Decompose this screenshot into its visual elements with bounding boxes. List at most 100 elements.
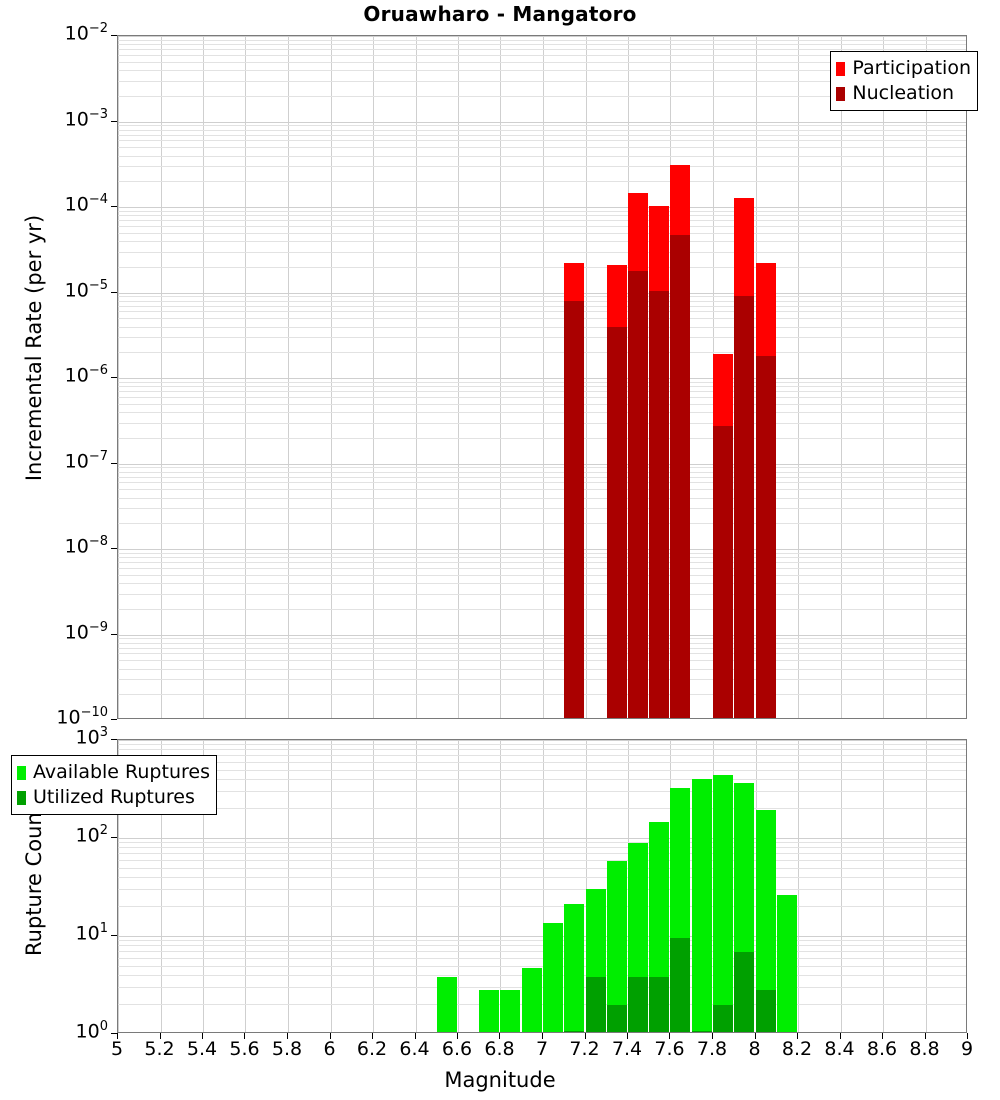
- bar-nucleation: [670, 235, 690, 718]
- x-tick-mark: [160, 1033, 161, 1039]
- x-tick-label: 8.4: [824, 1038, 855, 1060]
- grid-line-vertical: [118, 740, 119, 1032]
- grid-line-horizontal-minor: [118, 404, 966, 405]
- grid-line-horizontal-minor: [118, 467, 966, 468]
- grid-line-vertical: [288, 740, 289, 1032]
- x-tick-label: 6.4: [399, 1038, 430, 1060]
- legend-item-available-ruptures: Available Ruptures: [17, 760, 210, 785]
- grid-line-horizontal-minor: [118, 853, 966, 854]
- y-tick-label: 103: [75, 725, 108, 749]
- grid-line-horizontal-minor: [118, 791, 966, 792]
- grid-line-horizontal-minor: [118, 382, 966, 383]
- grid-line-vertical: [841, 36, 842, 718]
- y-tick-mark: [111, 548, 117, 549]
- grid-line-horizontal-minor: [118, 412, 966, 413]
- grid-line-horizontal-minor: [118, 477, 966, 478]
- y-tick-label: 10−10: [56, 705, 108, 729]
- grid-line-horizontal-minor: [118, 482, 966, 483]
- x-tick-mark: [925, 1033, 926, 1039]
- bar-utilized-ruptures: [756, 990, 776, 1032]
- grid-line-vertical: [331, 740, 332, 1032]
- available-ruptures-color-swatch: [17, 765, 26, 780]
- grid-line-vertical: [500, 740, 501, 1032]
- grid-line-vertical: [458, 36, 459, 718]
- bar-utilized-ruptures: [713, 1005, 733, 1032]
- y-tick-mark: [111, 292, 117, 293]
- grid-line-vertical: [586, 36, 587, 718]
- grid-line-horizontal-minor: [118, 779, 966, 780]
- grid-line-horizontal-minor: [118, 877, 966, 878]
- x-tick-mark: [415, 1033, 416, 1039]
- grid-line-horizontal-minor: [118, 81, 966, 82]
- bar-nucleation: [649, 291, 669, 718]
- grid-line-horizontal-minor: [118, 575, 966, 576]
- x-tick-label: 6.6: [441, 1038, 473, 1060]
- grid-line-horizontal-minor: [118, 156, 966, 157]
- grid-line-horizontal-minor: [118, 762, 966, 763]
- grid-line-horizontal-minor: [118, 945, 966, 946]
- grid-line-horizontal: [118, 207, 966, 208]
- grid-line-vertical: [161, 36, 162, 718]
- grid-line-horizontal-minor: [118, 306, 966, 307]
- x-tick-mark: [457, 1033, 458, 1039]
- y-tick-mark: [111, 35, 117, 36]
- y-tick-mark: [111, 935, 117, 936]
- grid-line-horizontal-minor: [118, 755, 966, 756]
- grid-line-horizontal-minor: [118, 70, 966, 71]
- top-plot-area: [117, 35, 967, 719]
- bar-utilized-ruptures: [734, 952, 754, 1032]
- grid-line-vertical: [798, 36, 799, 718]
- grid-line-horizontal-minor: [118, 594, 966, 595]
- grid-line-horizontal-minor: [118, 842, 966, 843]
- bar-available-ruptures: [756, 810, 776, 1032]
- grid-line-horizontal: [118, 293, 966, 294]
- grid-line-horizontal-minor: [118, 508, 966, 509]
- grid-line-horizontal-minor: [118, 62, 966, 63]
- grid-line-horizontal-minor: [118, 889, 966, 890]
- grid-line-horizontal: [118, 122, 966, 123]
- grid-line-horizontal: [118, 740, 966, 741]
- x-tick-mark: [669, 1033, 670, 1039]
- grid-line-horizontal: [118, 36, 966, 37]
- grid-line-horizontal-minor: [118, 660, 966, 661]
- y-tick-label: 102: [75, 823, 108, 847]
- grid-line-horizontal-minor: [118, 609, 966, 610]
- grid-line-horizontal-minor: [118, 140, 966, 141]
- y-tick-mark: [111, 719, 117, 720]
- grid-line-horizontal-minor: [118, 860, 966, 861]
- grid-line-horizontal-minor: [118, 868, 966, 869]
- legend-label-participation: Participation: [852, 57, 971, 79]
- x-tick-label: 5.8: [271, 1038, 303, 1060]
- grid-line-horizontal-minor: [118, 694, 966, 695]
- grid-line-horizontal-minor: [118, 220, 966, 221]
- x-tick-label: 7.4: [611, 1038, 643, 1060]
- grid-line-vertical: [416, 36, 417, 718]
- bar-available-ruptures: [437, 977, 457, 1032]
- bar-utilized-ruptures: [564, 1031, 584, 1032]
- grid-line-horizontal-minor: [118, 638, 966, 639]
- x-axis-label: Magnitude: [444, 1068, 556, 1092]
- grid-line-horizontal-minor: [118, 648, 966, 649]
- grid-line-horizontal-minor: [118, 352, 966, 353]
- x-tick-label: 8.2: [781, 1038, 813, 1060]
- x-tick-mark: [499, 1033, 500, 1039]
- grid-line-horizontal-minor: [118, 966, 966, 967]
- bar-available-ruptures: [713, 775, 733, 1032]
- bar-nucleation: [713, 426, 733, 718]
- grid-line-horizontal-minor: [118, 1004, 966, 1005]
- grid-line-horizontal-minor: [118, 215, 966, 216]
- y-tick-mark: [111, 377, 117, 378]
- y-tick-mark: [111, 837, 117, 838]
- bottom-legend: Available Ruptures Utilized Ruptures: [11, 755, 217, 815]
- y-tick-label: 10−5: [64, 277, 108, 301]
- bar-available-ruptures: [543, 923, 563, 1032]
- y-tick-mark: [111, 634, 117, 635]
- grid-line-horizontal-minor: [118, 296, 966, 297]
- x-tick-label: 7.6: [654, 1038, 685, 1060]
- grid-line-horizontal: [118, 936, 966, 937]
- grid-line-horizontal-minor: [118, 643, 966, 644]
- x-tick-label: 6.8: [484, 1038, 515, 1060]
- grid-line-vertical: [926, 740, 927, 1032]
- y-tick-label: 10−3: [64, 106, 108, 130]
- grid-line-horizontal-minor: [118, 44, 966, 45]
